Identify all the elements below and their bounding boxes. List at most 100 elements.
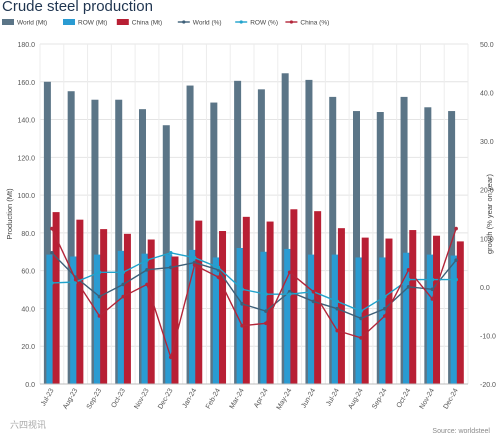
y2-tick-label: -10.0 — [480, 333, 496, 340]
line-point — [192, 263, 197, 267]
line-point — [382, 314, 387, 318]
legend-marker — [182, 20, 186, 24]
line-point — [335, 306, 340, 311]
line-point — [145, 268, 149, 272]
x-tick-label: Aug-23 — [62, 387, 79, 410]
bar — [165, 254, 173, 384]
legend-label: ROW (%) — [250, 20, 278, 27]
line-point — [216, 265, 221, 270]
y-tick-label: 180.0 — [17, 42, 35, 49]
bar — [189, 249, 197, 384]
line-point — [264, 321, 268, 326]
y2-tick-label: 10.0 — [480, 236, 494, 243]
line-point — [50, 281, 54, 285]
bar — [242, 216, 250, 384]
line-point — [73, 277, 78, 282]
line-point — [240, 323, 244, 328]
line-point — [97, 270, 102, 275]
line-point — [454, 226, 458, 231]
legend-label: ROW (Mt) — [78, 20, 107, 27]
y-axis-title: Production (Mt) — [5, 188, 14, 240]
x-tick-label: Mar-24 — [229, 387, 246, 410]
bar — [266, 221, 274, 384]
bar — [307, 254, 315, 384]
y2-tick-label: -20.0 — [480, 382, 496, 389]
bar — [91, 99, 99, 384]
line-point — [168, 265, 173, 270]
bar — [212, 257, 220, 384]
bar — [147, 239, 155, 384]
x-tick-label: Apr-24 — [253, 387, 270, 409]
line-point — [97, 314, 102, 318]
watermark: 六四视讯 — [10, 420, 47, 430]
legend-item: China (%) — [285, 20, 329, 27]
x-tick-label: Dec-24 — [442, 387, 459, 410]
bar — [219, 231, 227, 384]
line-point — [216, 275, 221, 279]
bar — [236, 248, 244, 384]
line-series — [51, 228, 457, 360]
line-point — [168, 355, 173, 360]
y2-tick-label: 0.0 — [480, 285, 490, 292]
legend-swatch — [116, 19, 129, 25]
x-tick-label: Aug-24 — [347, 387, 364, 410]
bar — [379, 257, 387, 384]
line-point — [454, 277, 458, 282]
bar — [426, 254, 434, 384]
bar — [424, 107, 432, 385]
line-point — [287, 270, 292, 275]
line-point — [359, 309, 363, 313]
x-tick-label: Nov-23 — [133, 387, 150, 410]
bar — [46, 254, 54, 384]
line-point — [192, 255, 197, 260]
line-point — [311, 289, 316, 294]
bar — [290, 209, 298, 384]
bar — [141, 253, 149, 384]
bar — [195, 220, 203, 384]
line-series — [51, 252, 457, 312]
bar — [305, 79, 313, 384]
line-point — [97, 294, 102, 299]
bar — [456, 241, 464, 384]
line-point — [240, 287, 244, 292]
y-tick-label: 0.0 — [25, 382, 35, 389]
line-point — [121, 270, 126, 275]
bar — [353, 111, 360, 385]
bar — [257, 89, 265, 384]
bar — [281, 73, 289, 385]
legend-item: China (Mt) — [116, 19, 162, 27]
legend-label: World (%) — [193, 20, 222, 27]
bar — [234, 80, 242, 384]
bar — [210, 102, 218, 385]
bar — [117, 250, 125, 384]
legend-item: World (Mt) — [2, 19, 47, 27]
x-tick-label: Jan-24 — [182, 387, 199, 409]
legend-label: China (Mt) — [132, 20, 162, 27]
bar — [331, 254, 339, 384]
legend-swatch — [63, 19, 75, 25]
bar — [76, 219, 84, 384]
line-point — [382, 294, 387, 299]
x-tick-label: Jul-23 — [40, 387, 56, 407]
y2-axis-title: growth (% year on year) — [485, 173, 494, 254]
x-tick-label: Oct-23 — [110, 387, 127, 409]
x-tick-label: Feb-24 — [205, 387, 222, 410]
bar — [186, 85, 194, 385]
bar — [67, 91, 75, 384]
line-point — [335, 299, 340, 304]
bar — [400, 96, 408, 384]
bar — [123, 233, 131, 384]
line-point — [335, 328, 340, 333]
source-note: Source: worldsteel — [432, 428, 490, 435]
bar — [52, 212, 60, 384]
line-point — [145, 282, 149, 287]
y-tick-label: 20.0 — [21, 344, 35, 351]
bar — [70, 256, 78, 384]
legend: World (Mt) ROW (Mt) China (Mt) World (%) ROW… — [2, 19, 329, 27]
bar — [93, 254, 101, 384]
y-tick-label: 120.0 — [17, 155, 35, 162]
y-tick-label: 40.0 — [21, 306, 35, 313]
line-point — [50, 251, 54, 255]
bar — [355, 257, 363, 384]
